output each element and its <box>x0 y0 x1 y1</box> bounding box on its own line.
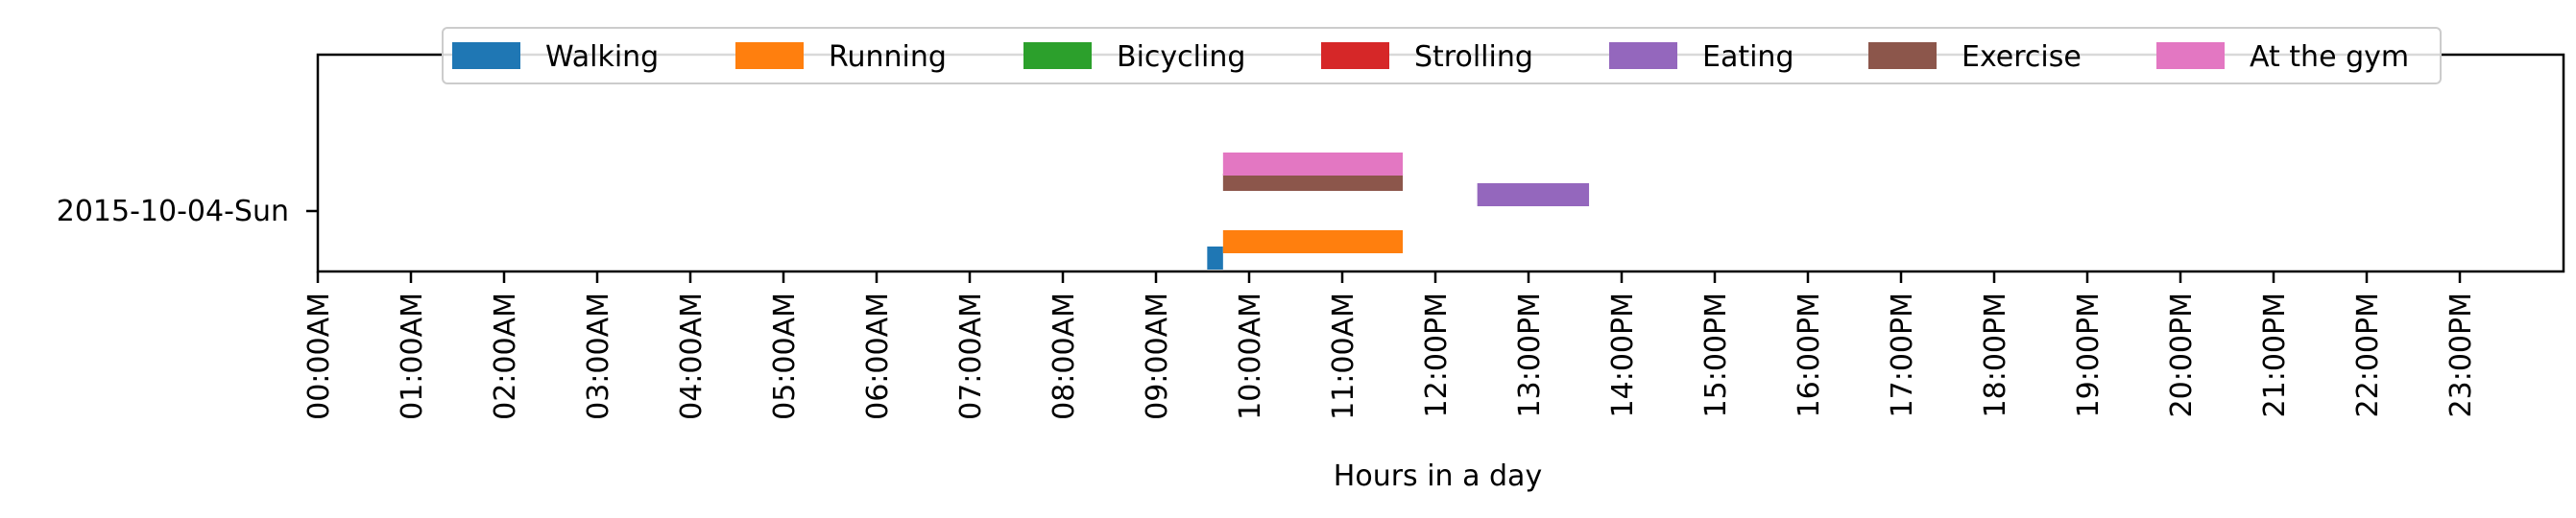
x-tick-label: 00:00AM <box>302 293 336 420</box>
legend-swatch-at-the-gym <box>2156 42 2225 69</box>
y-axis: 2015-10-04-Sun <box>57 195 318 228</box>
x-tick-label: 14:00PM <box>1606 293 1640 417</box>
x-tick-label: 01:00AM <box>396 293 429 420</box>
x-tick-label: 05:00AM <box>768 293 802 420</box>
bar-exercise-0 <box>1222 174 1404 191</box>
x-axis-title: Hours in a day <box>1334 459 1542 493</box>
bar-at-the-gym-0 <box>1222 153 1404 176</box>
x-tick-label: 04:00AM <box>675 293 709 420</box>
legend-swatch-eating <box>1609 42 1677 69</box>
x-tick-label: 02:00AM <box>489 293 522 420</box>
legend-swatch-bicycling <box>1023 42 1092 69</box>
bar-walking-0 <box>1207 247 1223 270</box>
legend-swatch-exercise <box>1868 42 1937 69</box>
x-tick-label: 18:00PM <box>1979 293 2012 417</box>
legend-swatch-walking <box>452 42 520 69</box>
x-axis: 00:00AM 01:00AM 02:00AM 03:00AM 04:00AM 05:00… <box>302 271 2478 420</box>
plot-frame <box>316 53 2565 273</box>
x-tick-label: 07:00AM <box>954 293 988 420</box>
x-tick-label: 10:00AM <box>1234 293 1267 420</box>
x-tick-label: 15:00PM <box>1699 293 1733 417</box>
legend: Walking Running Bicycling Strolling Eating Ex… <box>442 27 2442 84</box>
x-tick-label: 23:00PM <box>2444 293 2478 417</box>
x-tick-label: 22:00PM <box>2351 293 2385 417</box>
legend-swatch-strolling <box>1321 42 1389 69</box>
legend-label-running: Running <box>829 40 947 74</box>
bars-layer <box>1207 153 1590 270</box>
bar-running-0 <box>1222 230 1404 253</box>
x-tick-label: 20:00PM <box>2165 293 2199 417</box>
legend-label-eating: Eating <box>1702 40 1794 74</box>
x-tick-label: 12:00PM <box>1420 293 1454 417</box>
x-tick-label: 21:00PM <box>2258 293 2292 417</box>
x-tick-label: 09:00AM <box>1141 293 1174 420</box>
x-tick-label: 06:00AM <box>861 293 895 420</box>
legend-label-bicycling: Bicycling <box>1117 40 1245 74</box>
x-tick-label: 03:00AM <box>582 293 615 420</box>
legend-label-at-the-gym: At the gym <box>2250 40 2409 74</box>
legend-box <box>442 27 2442 84</box>
x-tick-label: 13:00PM <box>1513 293 1547 417</box>
bar-eating-0 <box>1477 183 1590 206</box>
legend-swatch-running <box>735 42 804 69</box>
x-tick-label: 19:00PM <box>2072 293 2106 417</box>
x-tick-label: 11:00AM <box>1327 293 1360 420</box>
x-tick-label: 17:00PM <box>1886 293 1919 417</box>
x-tick-label: 08:00AM <box>1047 293 1081 420</box>
legend-label-exercise: Exercise <box>1962 40 2082 74</box>
legend-label-walking: Walking <box>545 40 659 74</box>
x-tick-label: 16:00PM <box>1793 293 1826 417</box>
y-tick-label: 2015-10-04-Sun <box>57 195 289 228</box>
legend-label-strolling: Strolling <box>1414 40 1533 74</box>
